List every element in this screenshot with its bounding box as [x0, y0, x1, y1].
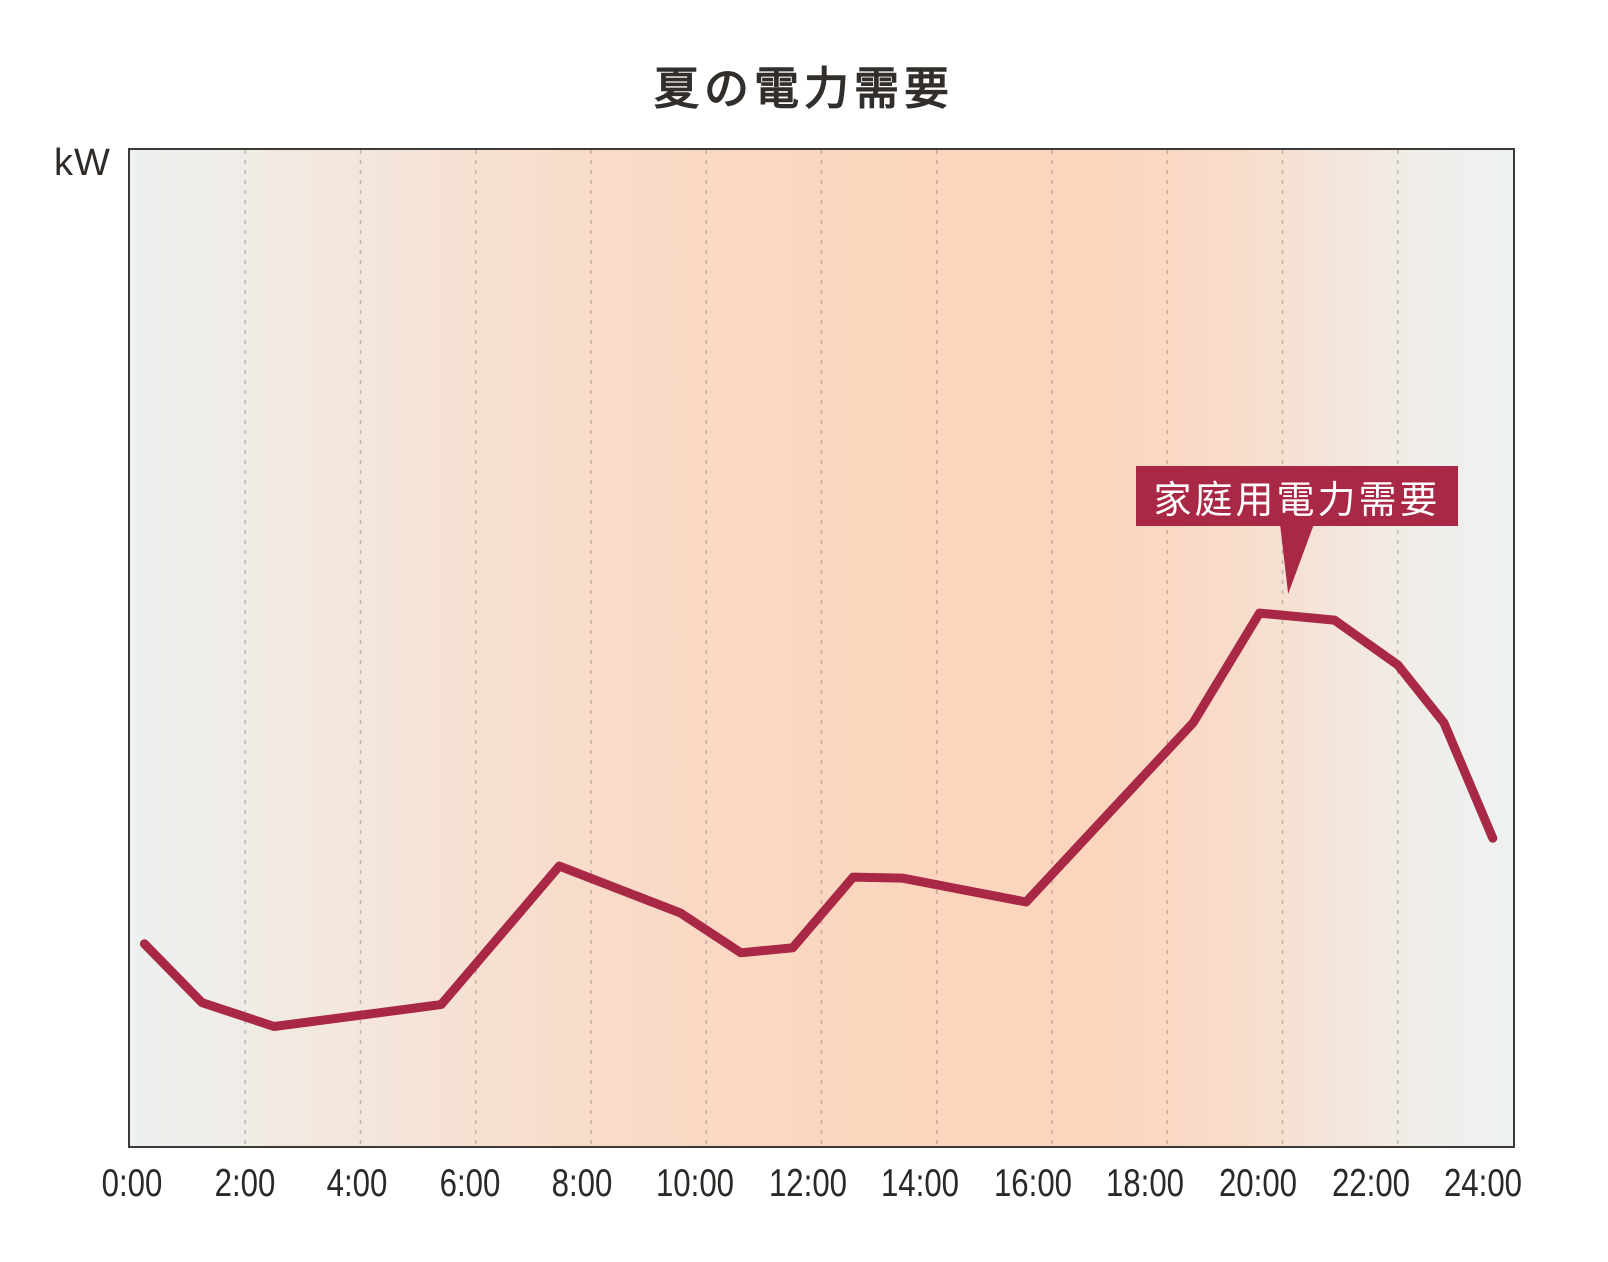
x-tick-label-2000: 20:00 [1218, 1162, 1298, 1205]
x-tick-label-1200: 12:00 [768, 1162, 847, 1205]
demand-line [139, 608, 1498, 1031]
demand-line-chart [139, 150, 1498, 1146]
x-tick-label-400: 4:00 [326, 1162, 388, 1205]
chart-title: 夏の電力需要 [653, 63, 954, 114]
x-tick-label-800: 8:00 [552, 1162, 613, 1205]
demand-callout-label: 家庭用電力需要 [1153, 479, 1441, 522]
x-tick-label-1000: 10:00 [655, 1162, 735, 1205]
x-tick-label-1400: 14:00 [881, 1162, 960, 1205]
x-tick-label-1800: 18:00 [1106, 1162, 1185, 1205]
y-axis-unit-label: kW [54, 142, 111, 184]
demand-callout: 家庭用電力需要 [1136, 466, 1458, 526]
plot-area [128, 148, 1515, 1148]
x-tick-label-200: 2:00 [214, 1162, 275, 1205]
x-tick-label-1600: 16:00 [993, 1162, 1072, 1205]
x-tick-label-2200: 22:00 [1331, 1162, 1410, 1205]
x-tick-label-000: 0:00 [101, 1162, 163, 1205]
x-tick-label-600: 6:00 [439, 1162, 501, 1205]
x-tick-label-2400: 24:00 [1444, 1162, 1523, 1205]
